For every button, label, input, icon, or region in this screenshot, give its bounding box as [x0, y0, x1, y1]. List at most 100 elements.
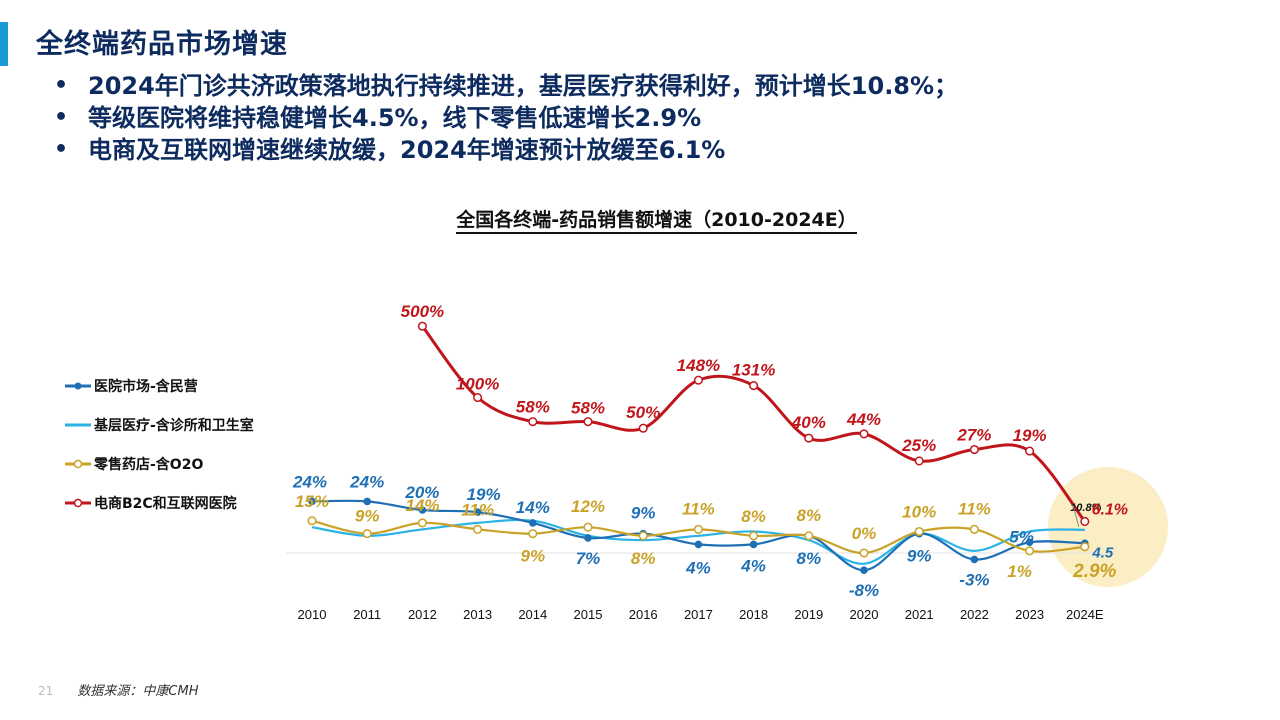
data-label: 27% [956, 426, 991, 445]
x-tick-label: 2015 [574, 607, 603, 622]
data-label: 12% [571, 497, 605, 516]
data-point [693, 375, 703, 385]
data-label: 25% [901, 436, 936, 455]
data-point [970, 555, 979, 564]
data-label: 11% [958, 499, 991, 518]
x-tick-label: 2018 [739, 607, 768, 622]
data-point [417, 321, 427, 331]
data-label: 131% [732, 361, 775, 380]
data-label: 40% [791, 413, 826, 432]
x-tick-label: 2023 [1015, 607, 1044, 622]
data-point [529, 519, 537, 527]
data-label: 15% [295, 492, 329, 511]
x-tick-label: 2021 [905, 607, 934, 622]
data-label: 100% [456, 375, 499, 394]
data-point [473, 392, 483, 403]
data-label: 0% [852, 524, 877, 543]
data-label: 9% [521, 547, 546, 566]
bullet-item: 2024年门诊共济政策落地执行持续推进，基层医疗获得利好，预计增长10.8%； [52, 70, 958, 102]
bullet-item: 电商及互联网增速继续放缓，2024年增速预计放缓至6.1% [52, 134, 958, 166]
data-label: 11% [461, 500, 494, 519]
x-tick-label: 2020 [850, 607, 879, 622]
data-label: 58% [571, 399, 605, 418]
data-label: 1% [1007, 562, 1032, 581]
data-point [417, 518, 427, 528]
data-label: 8% [741, 507, 766, 526]
data-label: 6.1% [1092, 501, 1128, 518]
source-note: 数据来源：中康CMH [77, 684, 199, 699]
legend-label: 医院市场-含民营 [94, 379, 198, 395]
footer: 21 数据来源：中康CMH [38, 680, 199, 699]
x-tick-label: 2010 [298, 607, 327, 622]
page-title: 全终端药品市场增速 [36, 29, 288, 60]
data-label: 9% [907, 547, 932, 566]
x-tick-label: 2024E [1066, 607, 1104, 622]
data-point [1025, 546, 1035, 556]
data-point [1080, 516, 1090, 526]
data-label: 4% [740, 556, 766, 575]
data-point [1025, 538, 1034, 547]
data-point [914, 526, 924, 537]
data-point [1025, 446, 1035, 456]
legend-label: 基层医疗-含诊所和卫生室 [94, 418, 254, 434]
data-point [859, 548, 869, 558]
legend-swatch-hospital [65, 382, 91, 390]
data-label: 8% [631, 549, 656, 568]
data-point [860, 566, 868, 574]
page-number: 21 [38, 684, 54, 698]
legend-label: 电商B2C和互联网医院 [94, 496, 237, 512]
title-accent-bar [0, 22, 8, 66]
data-label: 8% [797, 549, 822, 568]
data-label: 10.8% [1070, 502, 1101, 514]
data-label: -8% [849, 581, 879, 600]
x-tick-label: 2016 [629, 607, 658, 622]
data-point [473, 524, 483, 534]
data-point [473, 508, 482, 516]
data-point [914, 456, 924, 466]
x-tick-label: 2011 [353, 607, 381, 622]
series-primary-care [311, 518, 1085, 565]
data-label: 19% [467, 485, 501, 504]
data-label: 58% [516, 398, 550, 417]
data-label: 9% [355, 507, 380, 526]
data-label: 14% [516, 498, 550, 517]
bullet-list: 2024年门诊共济政策落地执行持续推进，基层医疗获得利好，预计增长10.8%； … [52, 70, 958, 166]
x-tick-label: 2022 [960, 607, 989, 622]
data-label: 20% [404, 483, 439, 502]
data-label: 50% [626, 403, 660, 422]
data-label: 11% [682, 499, 715, 518]
data-label: 148% [677, 356, 720, 375]
data-point [859, 429, 869, 439]
data-point [749, 531, 759, 541]
x-tick-label: 2017 [684, 607, 713, 622]
data-label: 14% [405, 496, 439, 515]
data-label: 5% [1009, 527, 1034, 546]
data-label: 4.5 [1091, 544, 1114, 561]
data-point [363, 497, 372, 506]
bullet-item: 等级医院将维持稳健增长4.5%，线下零售低速增长2.9% [52, 102, 958, 134]
legend-swatch-primary-care [65, 423, 91, 427]
x-axis: 2010 2011 2012 2013 2014 2015 2016 2017 2018 2019… [298, 607, 1104, 622]
x-tick-label: 2019 [794, 607, 823, 622]
data-label: 19% [1013, 426, 1047, 445]
data-point [638, 531, 648, 541]
series-retail [307, 516, 1090, 558]
data-label: -3% [959, 570, 989, 589]
data-point [418, 506, 427, 514]
data-point [583, 522, 593, 532]
data-label: 7% [576, 549, 601, 568]
data-point [308, 497, 316, 506]
data-point [638, 423, 648, 433]
data-point [969, 444, 979, 455]
series-line [311, 518, 1085, 565]
data-label: 24% [292, 472, 327, 491]
chart-title-wrap: 全国各终端-药品销售额增速（2010-2024E） [0, 205, 1280, 234]
data-point [749, 381, 759, 391]
data-label: 2.9% [1072, 561, 1116, 582]
legend-label: 零售药店-含O2O [94, 457, 204, 473]
data-point [528, 417, 538, 427]
x-tick-label: 2013 [463, 607, 492, 622]
data-point [583, 417, 593, 427]
data-point [1080, 542, 1090, 552]
